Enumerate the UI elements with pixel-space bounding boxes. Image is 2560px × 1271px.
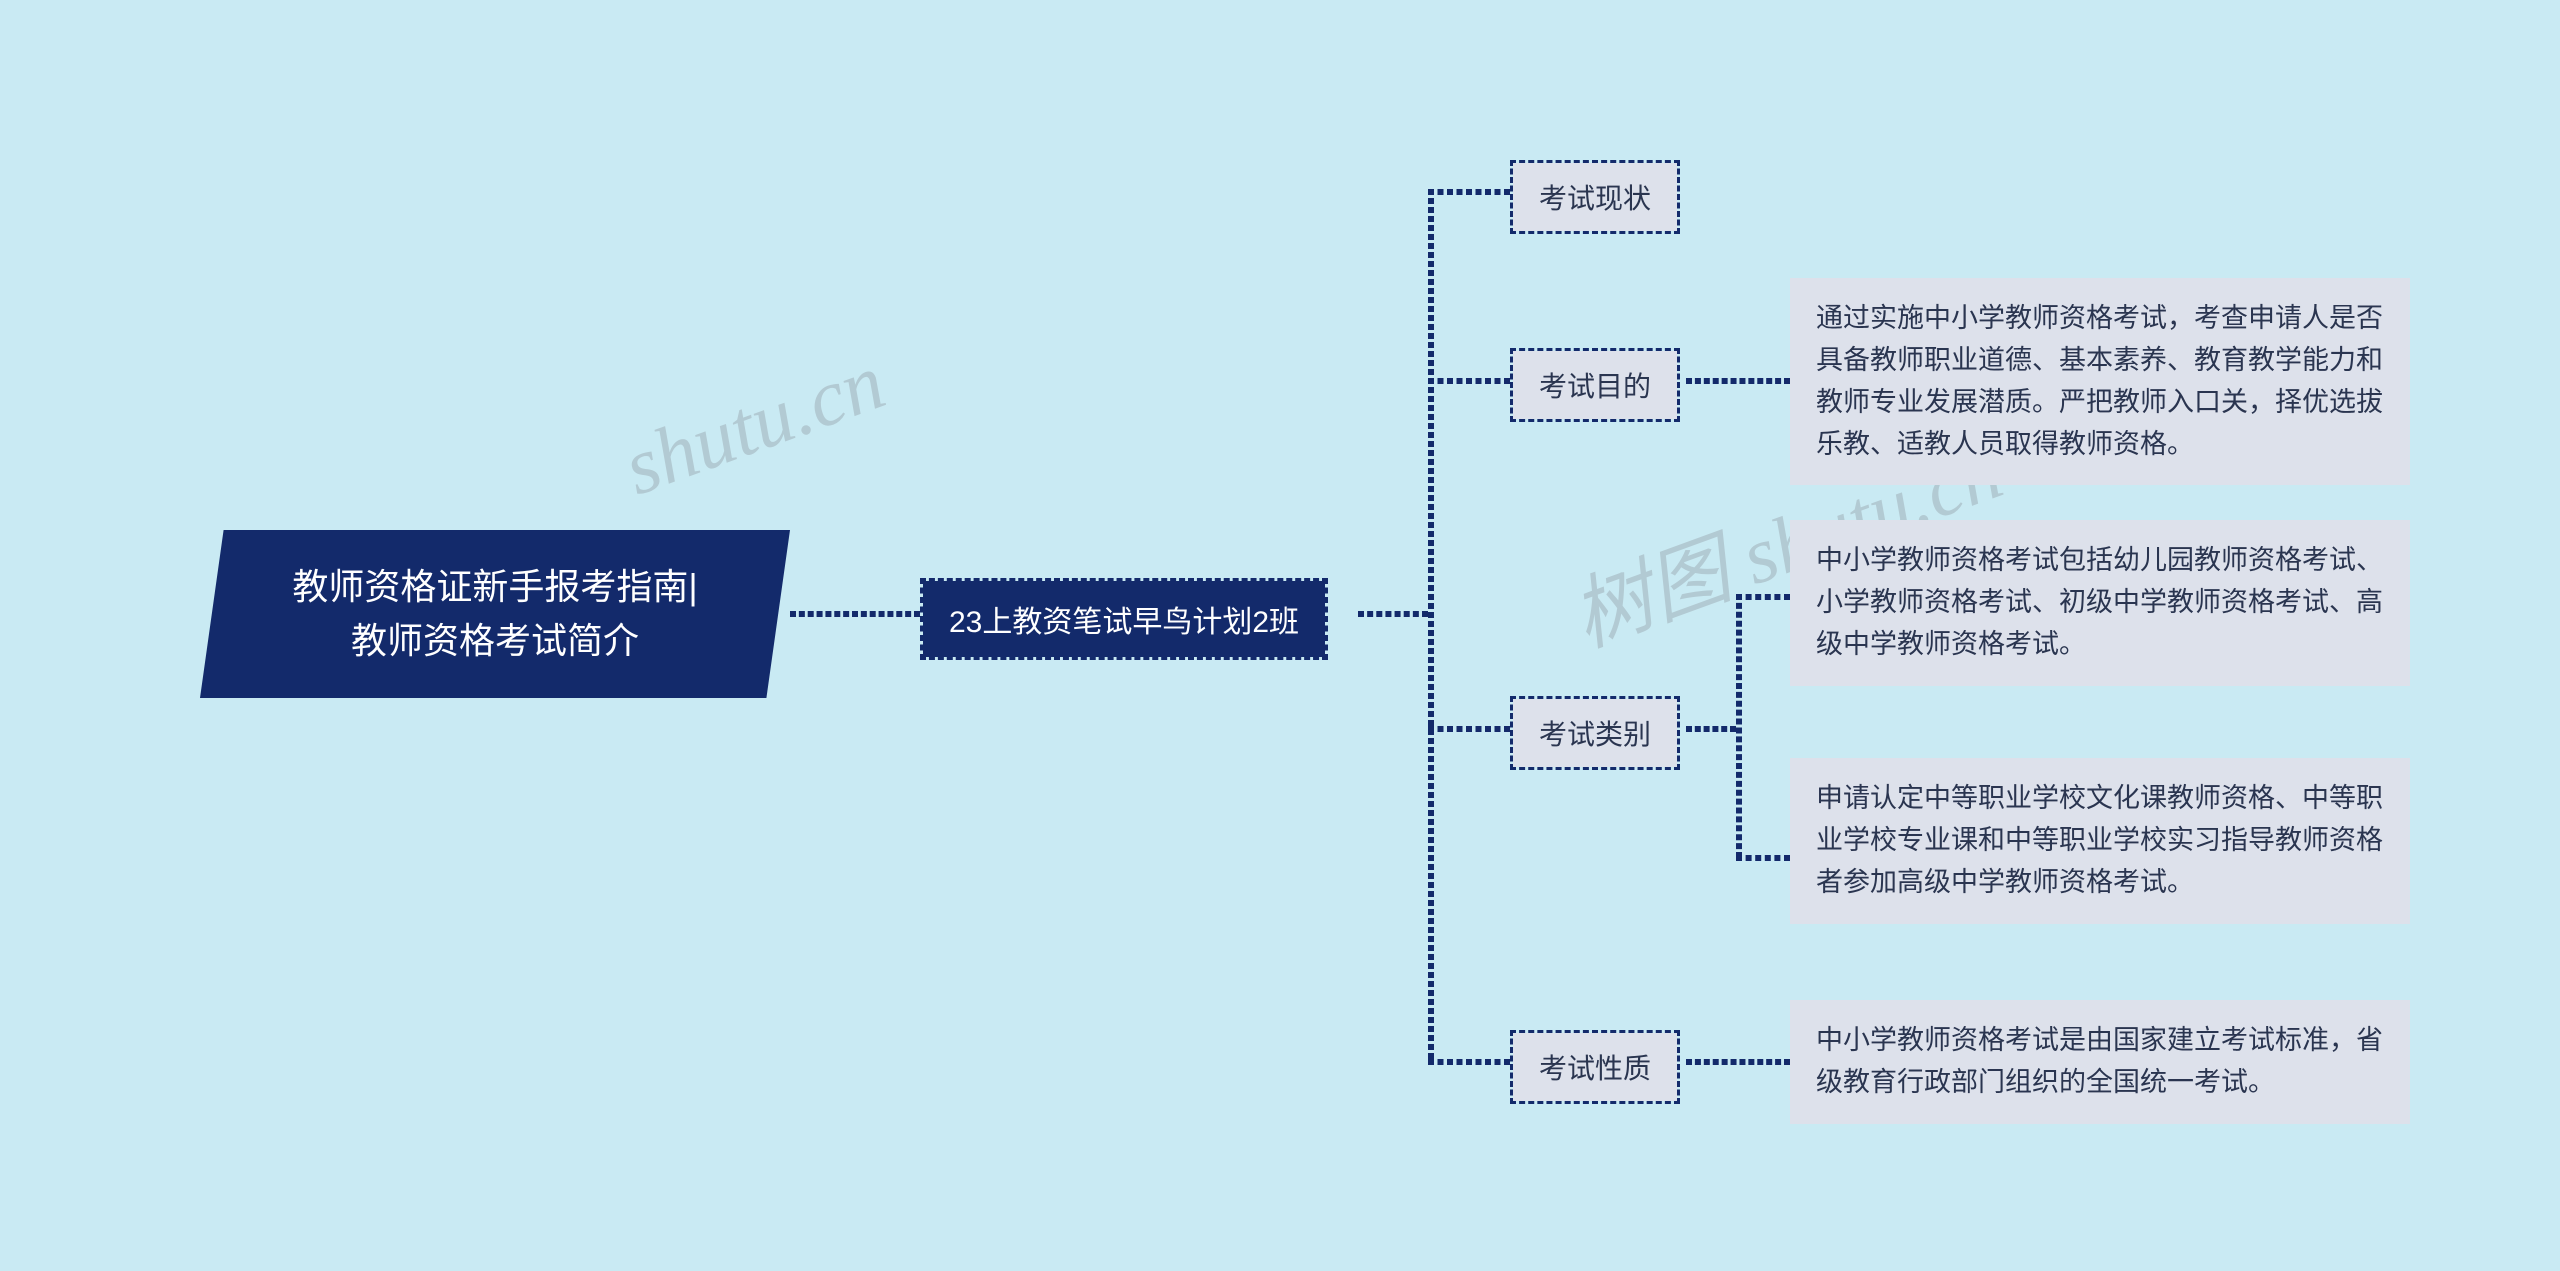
level2-nature-label: 考试性质 — [1539, 1047, 1651, 1087]
connector-category-branch2 — [1736, 855, 1790, 861]
connector-category-branch1 — [1736, 594, 1790, 600]
level3-purpose-0-text: 通过实施中小学教师资格考试，考查申请人是否具备教师职业道德、基本素养、教育教学能… — [1816, 298, 2384, 465]
root-node: 教师资格证新手报考指南| 教师资格考试简介 — [200, 530, 790, 698]
level3-nature-0: 中小学教师资格考试是由国家建立考试标准，省级教育行政部门组织的全国统一考试。 — [1790, 1000, 2410, 1124]
level2-category-label: 考试类别 — [1539, 713, 1651, 753]
connector-purpose-leaf — [1686, 378, 1790, 384]
level2-purpose: 考试目的 — [1510, 348, 1680, 422]
level2-purpose-label: 考试目的 — [1539, 365, 1651, 405]
connector-branch-purpose — [1428, 378, 1510, 384]
level3-category-0: 中小学教师资格考试包括幼儿园教师资格考试、小学教师资格考试、初级中学教师资格考试… — [1790, 520, 2410, 686]
connector-branch-nature — [1428, 1059, 1510, 1065]
level3-category-1-text: 申请认定中等职业学校文化课教师资格、中等职业学校专业课和中等职业学校实习指导教师… — [1816, 778, 2384, 904]
connector-branch-status — [1428, 189, 1510, 195]
level2-status-label: 考试现状 — [1539, 177, 1651, 217]
level1-node: 23上教资笔试早鸟计划2班 — [920, 578, 1328, 660]
level2-category: 考试类别 — [1510, 696, 1680, 770]
connector-branch-category — [1428, 726, 1510, 732]
level3-purpose-0: 通过实施中小学教师资格考试，考查申请人是否具备教师职业道德、基本素养、教育教学能… — [1790, 278, 2410, 485]
connector-l1-trunk — [1358, 611, 1428, 617]
level3-nature-0-text: 中小学教师资格考试是由国家建立考试标准，省级教育行政部门组织的全国统一考试。 — [1816, 1020, 2384, 1104]
connector-category-out — [1686, 726, 1736, 732]
connector-category-vtrunk — [1736, 594, 1742, 858]
level2-nature: 考试性质 — [1510, 1030, 1680, 1104]
level1-label: 23上教资笔试早鸟计划2班 — [949, 597, 1299, 641]
level3-category-1: 申请认定中等职业学校文化课教师资格、中等职业学校专业课和中等职业学校实习指导教师… — [1790, 758, 2410, 924]
watermark-1: shutu.cn — [613, 337, 897, 514]
root-label: 教师资格证新手报考指南| 教师资格考试简介 — [292, 560, 697, 668]
level2-status: 考试现状 — [1510, 160, 1680, 234]
connector-nature-leaf — [1686, 1059, 1790, 1065]
connector-root-l1 — [790, 611, 920, 617]
level3-category-0-text: 中小学教师资格考试包括幼儿园教师资格考试、小学教师资格考试、初级中学教师资格考试… — [1816, 540, 2384, 666]
connector-trunk-vertical — [1428, 189, 1434, 1059]
